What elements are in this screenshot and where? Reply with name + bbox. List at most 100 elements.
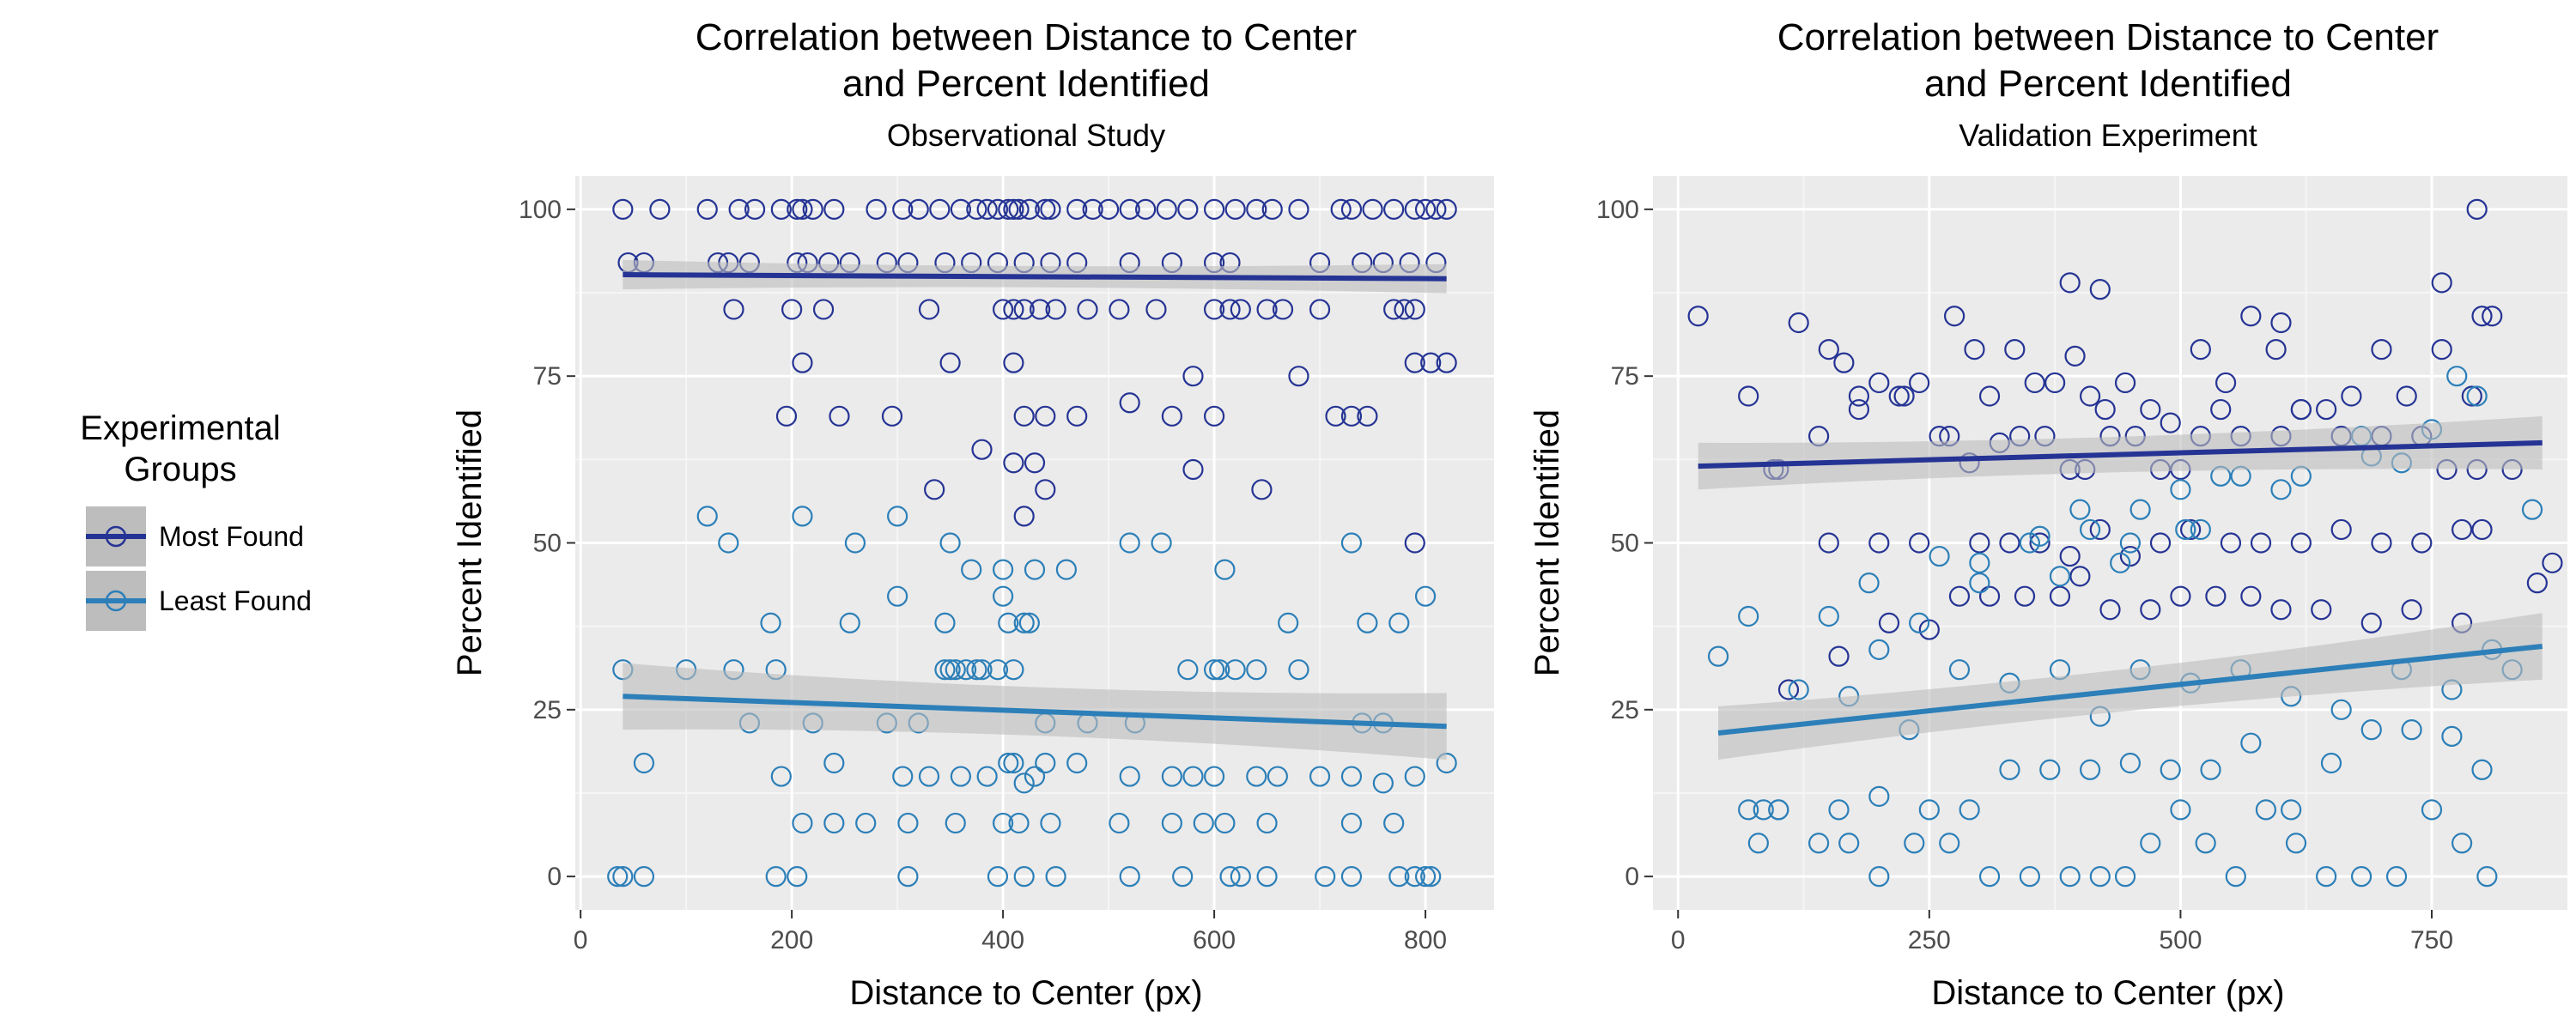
point-least-found	[1161, 766, 1182, 787]
point-most-found	[1013, 506, 1035, 527]
point-least-found	[1828, 799, 1850, 821]
point-least-found	[2401, 719, 2422, 741]
point-least-found	[918, 766, 940, 787]
point-least-found	[939, 532, 961, 554]
point-least-found	[1267, 766, 1288, 787]
point-most-found	[908, 198, 929, 220]
point-most-found	[1818, 338, 1839, 360]
point-least-found	[1024, 766, 1046, 787]
legend: Experimental Groups Most Found Least Fou…	[80, 409, 312, 631]
point-most-found	[1436, 352, 1457, 373]
point-least-found	[633, 752, 655, 774]
point-least-found	[1969, 552, 1990, 573]
point-least-found	[1904, 833, 1925, 854]
point-most-found	[2265, 338, 2287, 360]
point-most-found	[1156, 198, 1177, 220]
point-most-found	[2270, 599, 2292, 621]
point-most-found	[1182, 458, 1204, 481]
point-least-found	[2129, 499, 2151, 520]
point-most-found	[2079, 385, 2101, 407]
y-tick-label: 25	[533, 696, 562, 724]
point-most-found	[2461, 385, 2482, 407]
point-least-found	[839, 612, 860, 633]
point-most-found	[649, 198, 671, 220]
point-least-found	[2119, 752, 2142, 774]
point-most-found	[1788, 312, 1809, 334]
chart-title-line-1: Correlation between Distance to Center	[696, 16, 1357, 58]
point-most-found	[2290, 532, 2312, 554]
point-most-found	[950, 198, 972, 220]
point-most-found	[1097, 198, 1120, 220]
point-most-found	[2250, 532, 2272, 554]
point-most-found	[2451, 518, 2473, 541]
point-least-found	[1420, 866, 1442, 888]
point-least-found	[855, 812, 877, 834]
trend-line-least-found	[1717, 643, 2543, 736]
point-most-found	[1383, 198, 1405, 220]
point-most-found	[1024, 452, 1046, 474]
point-most-found	[1818, 532, 1839, 554]
point-least-found	[2360, 719, 2382, 741]
chart-obs: Correlation between Distance to Center an…	[451, 16, 1494, 1012]
point-most-found	[1182, 366, 1204, 387]
chart-subtitle: Observational Study	[887, 118, 1165, 153]
point-most-found	[1045, 299, 1066, 320]
point-least-found	[770, 766, 792, 787]
point-most-found	[976, 198, 998, 220]
point-most-found	[1404, 299, 1425, 320]
point-most-found	[812, 299, 835, 320]
x-axis-title: Distance to Center (px)	[849, 974, 1202, 1012]
point-least-found	[2446, 366, 2468, 387]
point-most-found	[2330, 518, 2352, 541]
point-least-found	[1404, 766, 1425, 787]
point-least-found	[2140, 833, 2161, 854]
point-most-found	[1161, 405, 1182, 427]
point-most-found	[1978, 585, 2001, 607]
point-most-found	[2064, 345, 2086, 367]
point-least-found	[1404, 866, 1425, 888]
point-least-found	[2059, 866, 2081, 888]
point-most-found	[1777, 679, 1800, 700]
point-most-found	[1909, 372, 1930, 394]
point-least-found	[792, 812, 813, 834]
point-least-found	[1288, 659, 1309, 681]
point-least-found	[934, 659, 956, 681]
point-most-found	[2371, 338, 2392, 360]
point-most-found	[1394, 299, 1415, 320]
point-most-found	[2014, 585, 2036, 607]
point-least-found	[1246, 659, 1267, 681]
point-most-found	[1909, 532, 1930, 554]
point-most-found	[2004, 338, 2026, 360]
point-least-found	[1918, 799, 1940, 821]
point-least-found	[1315, 866, 1336, 888]
point-most-found	[1261, 198, 1283, 220]
x-tick-label: 0	[574, 926, 588, 954]
chart-val: Correlation between Distance to Center an…	[1528, 16, 2567, 1012]
point-most-found	[1040, 198, 1061, 220]
point-most-found	[1404, 198, 1425, 220]
point-least-found	[976, 766, 998, 787]
point-most-found	[1119, 392, 1140, 414]
point-least-found	[987, 866, 1009, 888]
point-least-found	[844, 532, 866, 554]
point-least-found	[1224, 659, 1246, 681]
point-most-found	[1833, 352, 1855, 373]
point-most-found	[2044, 372, 2066, 394]
point-most-found	[1145, 299, 1167, 320]
point-most-found	[1420, 352, 1442, 373]
point-most-found	[2089, 279, 2111, 300]
point-least-found	[1177, 659, 1199, 681]
point-least-found	[1388, 866, 1410, 888]
point-most-found	[1066, 198, 1088, 220]
point-least-found	[939, 659, 961, 681]
y-axis-title: Percent Identified	[451, 409, 489, 676]
point-most-found	[2049, 585, 2071, 607]
point-most-found	[987, 198, 1009, 220]
point-most-found	[2119, 545, 2142, 567]
point-most-found	[1414, 198, 1437, 220]
point-least-found	[2471, 759, 2493, 780]
point-most-found	[1035, 405, 1056, 427]
point-least-found	[1738, 799, 1759, 821]
point-least-found	[945, 812, 966, 834]
